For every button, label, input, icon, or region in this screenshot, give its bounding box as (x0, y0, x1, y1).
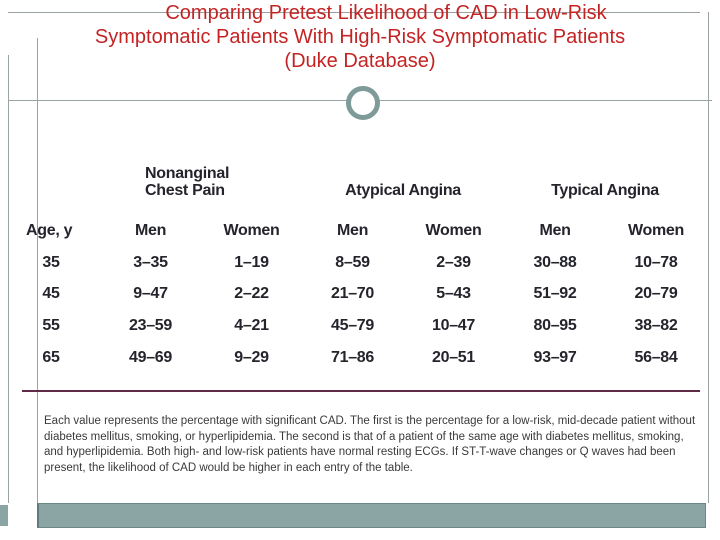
footnote-divider-rule (22, 390, 700, 392)
bottom-left-accent-square (0, 505, 8, 526)
table-cell: 23–59 (129, 317, 172, 335)
group-header-nonanginal: Nonanginal Chest Pain (145, 164, 230, 200)
table-cell: 56–84 (634, 349, 678, 367)
table-cell: 1–19 (234, 254, 269, 272)
column-header-women: Women (223, 222, 280, 240)
table-cell: 51–92 (533, 285, 577, 303)
table-cell: 49–69 (129, 349, 172, 367)
table-cell: 8–59 (335, 254, 370, 272)
column-header-men: Men (134, 222, 167, 240)
top-horizontal-rule (8, 12, 700, 13)
table-cell: 45 (42, 285, 60, 303)
table-cell: 4–21 (234, 317, 269, 335)
table-cell: 21–70 (331, 285, 374, 303)
table-cell: 45–79 (331, 317, 374, 335)
table-cell: 30–88 (533, 254, 577, 272)
table-cell: 35 (42, 254, 60, 272)
table-cell: 2–22 (234, 285, 269, 303)
table-cell: 10–78 (634, 254, 678, 272)
left-outer-vertical-rule (8, 55, 9, 503)
ring-ornament-icon (346, 86, 380, 120)
title-line: Symptomatic Patients With High-Risk Symp… (94, 26, 626, 48)
group-header-atypical: Atypical Angina (345, 182, 461, 200)
table-cell: 3–35 (133, 254, 168, 272)
slide-title: Comparing Pretest Likelihood of CAD in L… (0, 1, 720, 73)
right-vertical-rule (708, 12, 709, 503)
data-table: Nonanginal Chest Pain Atypical Angina Ty… (20, 146, 706, 367)
table-cell: 80–95 (533, 317, 577, 335)
table-cell: 55 (42, 317, 60, 335)
column-header-men: Men (539, 222, 571, 240)
table-cell: 71–86 (331, 349, 374, 367)
column-header-men: Men (336, 222, 369, 240)
title-line: (Duke Database) (284, 50, 436, 72)
table-cell: 5–43 (436, 285, 471, 303)
table-cell: 20–79 (634, 285, 678, 303)
table-cell: 93–97 (533, 349, 577, 367)
table-cell: 38–82 (634, 317, 678, 335)
title-line: Comparing Pretest Likelihood of CAD in L… (165, 2, 607, 24)
left-inner-vertical-rule (37, 38, 38, 503)
bottom-accent-bar (37, 503, 706, 528)
group-header-typical: Typical Angina (551, 182, 659, 200)
table-cell: 20–51 (432, 349, 475, 367)
column-header-women: Women (628, 222, 684, 240)
table-cell: 9–29 (234, 349, 269, 367)
footnote-text: Each value represents the percentage wit… (44, 415, 696, 474)
table-cell: 10–47 (432, 317, 475, 335)
column-header-women: Women (425, 222, 482, 240)
table-cell: 2–39 (436, 254, 471, 272)
table-cell: 9–47 (133, 285, 168, 303)
column-header-age: Age, y (26, 222, 73, 240)
table-cell: 65 (42, 349, 60, 367)
